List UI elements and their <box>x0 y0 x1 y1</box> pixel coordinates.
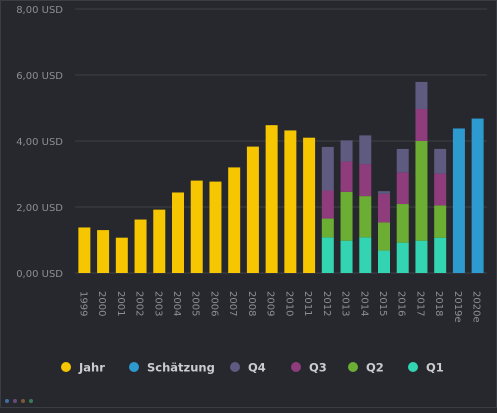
legend-label: Q3 <box>309 361 327 375</box>
y-tick-label: 8,00 USD <box>16 5 63 16</box>
bar-jahr-2011[interactable] <box>303 137 316 273</box>
x-tick-label: 2011 <box>302 291 313 316</box>
bar-q3-2017[interactable] <box>415 108 428 141</box>
y-tick-label: 6,00 USD <box>16 71 63 82</box>
x-tick-label: 2007 <box>227 291 238 316</box>
bar-jahr-2006[interactable] <box>209 181 222 273</box>
bar-q4-2017[interactable] <box>415 81 428 109</box>
bar-jahr-2008[interactable] <box>246 146 259 273</box>
bar-q2-2012[interactable] <box>321 218 334 238</box>
x-tick-label: 2020e <box>471 291 482 323</box>
bar-jahr-2000[interactable] <box>97 230 110 273</box>
bar-q4-2014[interactable] <box>359 135 372 165</box>
x-tick-label: 2012 <box>321 291 332 316</box>
bar-q3-2016[interactable] <box>396 172 409 205</box>
x-tick-label: 2008 <box>246 291 257 316</box>
bar-jahr-2007[interactable] <box>228 167 241 273</box>
legend-marker <box>61 362 71 372</box>
legend: Jahr Schätzung Q4 Q3 Q2 Q1 <box>61 361 444 375</box>
bar-q2-2017[interactable] <box>415 141 428 241</box>
x-tick-label: 2001 <box>115 291 126 316</box>
bar-q1-2014[interactable] <box>359 237 372 273</box>
x-tick-label: 2013 <box>340 291 351 316</box>
legend-marker <box>291 362 301 372</box>
footer-dot <box>21 399 25 403</box>
legend-label: Q2 <box>366 361 384 375</box>
bar-jahr-2001[interactable] <box>115 237 128 273</box>
bar-q3-2014[interactable] <box>359 164 372 197</box>
bar-jahr-2002[interactable] <box>134 219 147 273</box>
x-tick-label: 2005 <box>190 291 201 316</box>
x-tick-label: 2003 <box>152 291 163 316</box>
legend-label: Jahr <box>78 361 105 375</box>
x-tick-label: 2009 <box>265 291 276 316</box>
bar-q3-2015[interactable] <box>378 193 390 223</box>
x-tick-label: 2015 <box>377 291 388 316</box>
bar-sch-tzung-2019e[interactable] <box>452 128 465 273</box>
bar-q1-2012[interactable] <box>321 237 334 273</box>
x-axis-labels: 1999 2000 2001 2002 2003 2004 2005 2006 2007 2008… <box>77 291 481 323</box>
bar-q2-2013[interactable] <box>340 191 353 241</box>
bar-q4-2016[interactable] <box>396 148 409 173</box>
legend-label: Schätzung <box>147 361 215 375</box>
bar-q3-2018[interactable] <box>434 173 447 206</box>
bar-jahr-2005[interactable] <box>190 180 203 273</box>
y-tick-label: 4,00 USD <box>16 137 63 148</box>
footer-dot <box>13 399 17 403</box>
y-axis-labels: 0,00 USD 2,00 USD 4,00 USD 6,00 USD 8,00 USD <box>16 5 63 280</box>
bar-jahr-2010[interactable] <box>284 130 297 273</box>
bar-q4-2013[interactable] <box>340 140 353 162</box>
x-tick-label: 2006 <box>208 291 219 316</box>
bar-q2-2018[interactable] <box>434 205 447 238</box>
x-tick-label: 2010 <box>283 291 294 316</box>
legend-item-q2[interactable]: Q2 <box>348 361 384 375</box>
legend-marker <box>408 362 418 372</box>
bar-q2-2016[interactable] <box>396 204 409 243</box>
x-tick-label: 2014 <box>358 291 369 316</box>
legend-item-sch-tzung[interactable]: Schätzung <box>129 361 215 375</box>
x-tick-label: 2019e <box>452 291 463 323</box>
bar-q3-2013[interactable] <box>340 161 353 192</box>
bar-q2-2014[interactable] <box>359 196 372 238</box>
legend-marker <box>129 362 139 372</box>
bar-q4-2012[interactable] <box>321 146 334 191</box>
legend-item-jahr[interactable]: Jahr <box>61 361 105 375</box>
y-tick-label: 2,00 USD <box>16 203 63 214</box>
bar-q1-2013[interactable] <box>340 240 353 273</box>
x-tick-label: 2004 <box>171 291 182 316</box>
footer-dot <box>29 399 33 403</box>
bar-q2-2015[interactable] <box>378 222 390 251</box>
bar-q1-2015[interactable] <box>378 250 390 273</box>
legend-marker <box>230 362 240 372</box>
bar-q4-2018[interactable] <box>434 148 447 174</box>
bar-jahr-2003[interactable] <box>153 209 166 273</box>
bars <box>78 81 484 273</box>
legend-marker <box>348 362 358 372</box>
legend-item-q3[interactable]: Q3 <box>291 361 327 375</box>
legend-item-q1[interactable]: Q1 <box>408 361 444 375</box>
x-tick-label: 2018 <box>433 291 444 316</box>
bar-q1-2018[interactable] <box>434 237 447 273</box>
bar-jahr-2009[interactable] <box>265 125 278 273</box>
y-tick-label: 0,00 USD <box>16 269 63 280</box>
bar-q4-2015[interactable] <box>378 191 390 194</box>
x-tick-label: 1999 <box>77 291 88 316</box>
footer-dots <box>5 399 33 403</box>
x-tick-label: 2002 <box>134 291 145 316</box>
bar-sch-tzung-2020e[interactable] <box>471 118 484 273</box>
bar-jahr-1999[interactable] <box>78 227 91 273</box>
legend-label: Q1 <box>426 361 444 375</box>
legend-label: Q4 <box>248 361 266 375</box>
legend-item-q4[interactable]: Q4 <box>230 361 266 375</box>
bar-q3-2012[interactable] <box>321 190 334 219</box>
x-tick-label: 2017 <box>414 291 425 316</box>
bar-jahr-2004[interactable] <box>172 192 184 273</box>
bar-q1-2016[interactable] <box>396 242 409 273</box>
x-tick-label: 2016 <box>396 291 407 316</box>
bar-q1-2017[interactable] <box>415 240 428 273</box>
footer-dot <box>5 399 9 403</box>
x-tick-label: 2000 <box>96 291 107 316</box>
